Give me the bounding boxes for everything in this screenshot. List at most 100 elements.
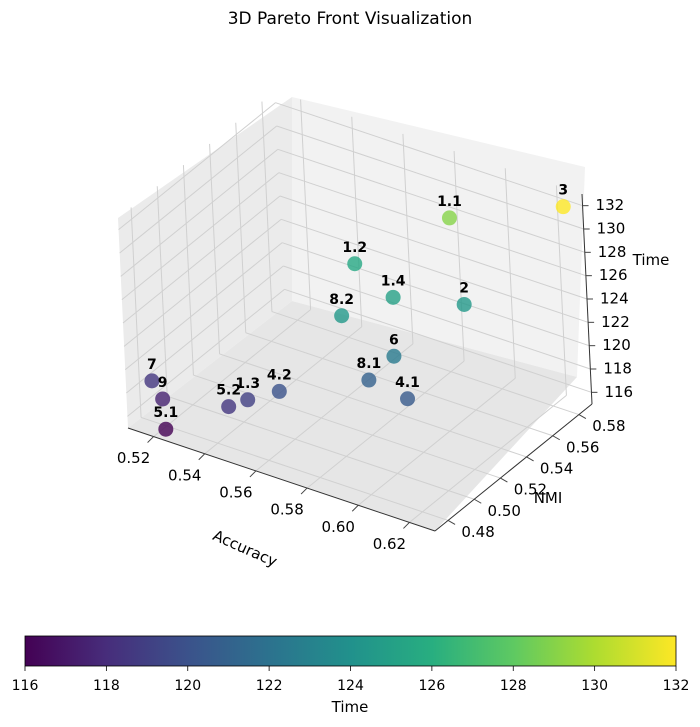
point-label-10: 1.3 bbox=[235, 376, 260, 392]
x-tick-mark bbox=[198, 453, 206, 461]
grid-line-y-floor bbox=[271, 311, 580, 416]
x-tick-mark bbox=[403, 522, 410, 529]
grid-line-z-back bbox=[278, 172, 587, 277]
point-label-7: 8.1 bbox=[356, 356, 381, 372]
data-point-2 bbox=[385, 289, 401, 305]
colorbar-tick-label-2: 120 bbox=[174, 678, 201, 694]
data-point-13 bbox=[155, 391, 171, 407]
grid-line-y-floor bbox=[140, 416, 449, 521]
data-point-4 bbox=[456, 296, 472, 312]
z-tick-label-5: 126 bbox=[599, 266, 628, 284]
grid-line-z-left bbox=[122, 195, 281, 324]
grid-line-z-left bbox=[120, 148, 279, 277]
y-tick-mark bbox=[578, 414, 587, 420]
point-label-0: 3 bbox=[558, 183, 568, 199]
grid-line-z-left bbox=[121, 172, 280, 301]
point-label-3: 1.2 bbox=[342, 240, 367, 256]
grid-lines bbox=[118, 99, 593, 532]
x-axis-label: Accuracy bbox=[210, 526, 280, 570]
point-label-2: 1.4 bbox=[381, 273, 406, 289]
colorbar-label: Time bbox=[331, 698, 369, 716]
grid-line-z-back bbox=[284, 288, 592, 393]
colorbar-tick-label-5: 126 bbox=[419, 678, 446, 694]
point-label-1: 1.1 bbox=[437, 194, 462, 210]
x-tick-label-3: 0.58 bbox=[270, 501, 303, 519]
y-tick-label-0: 0.48 bbox=[461, 523, 494, 541]
grid-line-z-back bbox=[275, 102, 583, 207]
y-tick-label-5: 0.58 bbox=[592, 417, 625, 435]
grid-line-x-floor bbox=[409, 395, 567, 523]
x-tick-label-2: 0.56 bbox=[219, 483, 252, 501]
chart-title: 3D Pareto Front Visualization bbox=[228, 9, 473, 29]
colorbar-tick-label-3: 122 bbox=[256, 678, 283, 694]
y-tick-mark bbox=[526, 456, 534, 462]
data-points: 3 1.1 1.4 1.2 2 8.2 6 8.1 4.1 4.2 1.35.2 79 5.1 bbox=[144, 183, 571, 437]
z-tick-label-7: 130 bbox=[597, 220, 626, 238]
colorbar-ticks: 116 118 120 122 124 126 128 130 132 bbox=[12, 666, 690, 694]
point-label-5: 8.2 bbox=[329, 292, 354, 308]
colorbar-tick-label-8: 132 bbox=[663, 678, 690, 694]
data-point-14 bbox=[158, 421, 174, 437]
data-point-3 bbox=[347, 256, 363, 272]
data-point-1 bbox=[441, 210, 457, 226]
data-point-12 bbox=[144, 373, 160, 389]
grid-line-y-floor bbox=[245, 332, 553, 437]
z-tick-label-8: 132 bbox=[596, 196, 625, 214]
point-label-13: 9 bbox=[158, 375, 168, 391]
data-point-11 bbox=[221, 399, 237, 415]
y-tick-label-1: 0.50 bbox=[488, 502, 521, 520]
point-label-8: 4.1 bbox=[395, 375, 420, 391]
colorbar-tick-label-4: 124 bbox=[337, 678, 364, 694]
grid-line-z-left bbox=[119, 125, 277, 254]
x-tick-label-5: 0.62 bbox=[373, 535, 406, 553]
data-point-8 bbox=[400, 391, 416, 407]
z-tick-label-3: 122 bbox=[601, 313, 630, 331]
colorbar-tick-label-7: 130 bbox=[581, 678, 608, 694]
data-point-9 bbox=[271, 383, 287, 399]
left-pane bbox=[118, 97, 292, 428]
data-point-0 bbox=[555, 199, 571, 215]
z-tick-label-0: 116 bbox=[604, 383, 633, 401]
z-tick-label-1: 118 bbox=[603, 360, 632, 378]
grid-line-y-floor bbox=[193, 374, 501, 479]
x-tick-label-4: 0.60 bbox=[322, 518, 355, 536]
x-tick-mark bbox=[300, 487, 308, 495]
y-tick-label-3: 0.54 bbox=[540, 459, 573, 477]
colorbar bbox=[24, 635, 677, 667]
point-label-9: 4.2 bbox=[267, 367, 292, 383]
x-tick-label-1: 0.54 bbox=[168, 466, 201, 484]
grid-line-z-left bbox=[124, 242, 283, 371]
z-axis-label: Time bbox=[632, 251, 670, 269]
z-tick-label-4: 124 bbox=[600, 290, 629, 308]
point-label-11: 5.2 bbox=[216, 383, 241, 399]
grid-line-z-back bbox=[283, 265, 591, 370]
point-label-4: 2 bbox=[459, 280, 469, 296]
x-tick-mark bbox=[147, 436, 154, 443]
x-tick-mark bbox=[249, 470, 257, 478]
point-label-14: 5.1 bbox=[153, 405, 178, 421]
data-point-5 bbox=[334, 308, 350, 324]
floor-pane bbox=[128, 301, 577, 531]
y-tick-mark bbox=[500, 477, 508, 483]
y-tick-label-2: 0.52 bbox=[514, 481, 547, 499]
z-tick-label-6: 128 bbox=[598, 243, 627, 261]
y-tick-mark bbox=[447, 519, 456, 525]
grid-line-x-floor bbox=[153, 309, 311, 437]
grid-line-z-left bbox=[118, 102, 276, 231]
grid-line-z-back bbox=[280, 218, 589, 323]
y-tick-mark bbox=[474, 498, 482, 504]
grid-line-y-floor bbox=[219, 353, 527, 458]
colorbar-tick-label-1: 118 bbox=[93, 678, 120, 694]
y-axis-label: NMI bbox=[534, 489, 563, 507]
grid-line-z-back bbox=[282, 242, 590, 347]
colorbar-tick-label-6: 128 bbox=[500, 678, 527, 694]
grid-line-x-floor bbox=[357, 377, 516, 506]
axis-ticks: 0.52 0.54 0.56 0.58 0.60 0.62 0.48 0.50 0.52 0.54… bbox=[117, 196, 633, 553]
grid-line-y-floor bbox=[167, 395, 475, 500]
colorbar-tick-label-0: 116 bbox=[12, 678, 39, 694]
grid-line-z-left bbox=[127, 288, 285, 417]
y-tick-mark bbox=[552, 435, 560, 441]
x-tick-mark bbox=[351, 504, 359, 512]
grid-line-x-floor bbox=[306, 360, 465, 489]
grid-line-z-left bbox=[126, 265, 284, 394]
